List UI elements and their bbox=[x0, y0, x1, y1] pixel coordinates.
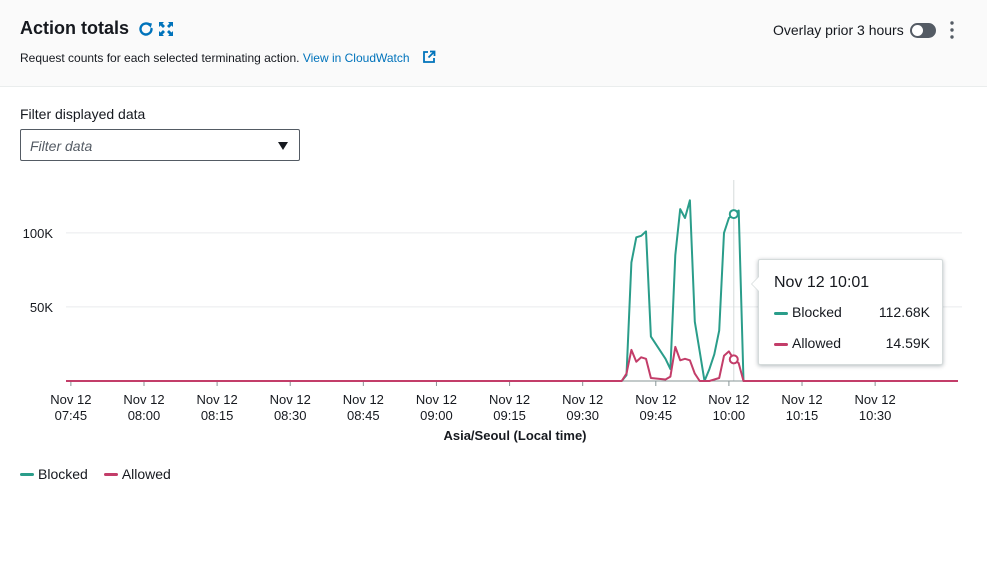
y-tick-layer: 50K 100K bbox=[23, 226, 54, 315]
view-in-cloudwatch-link[interactable]: View in CloudWatch bbox=[302, 51, 410, 65]
tooltip-value-allowed: 14.59K bbox=[885, 335, 930, 351]
x-tick-label-date: Nov 12 bbox=[489, 392, 530, 407]
y-tick-label: 100K bbox=[23, 226, 54, 241]
series-line-blocked bbox=[66, 199, 958, 382]
page-title: Action totals bbox=[20, 18, 130, 38]
x-tick-label-date: Nov 12 bbox=[50, 392, 91, 407]
refresh-icon[interactable] bbox=[137, 20, 155, 38]
tooltip-value-blocked: 112.68K bbox=[878, 304, 930, 320]
chart-legend: Blocked Allowed bbox=[20, 466, 187, 482]
x-tick-label-time: 08:15 bbox=[201, 408, 234, 423]
x-tick-label-time: 09:15 bbox=[493, 408, 526, 423]
series-layer bbox=[66, 199, 958, 382]
legend-swatch-allowed bbox=[103, 472, 118, 476]
x-tick-label-time: 09:30 bbox=[566, 408, 599, 423]
toggle-knob bbox=[912, 25, 923, 36]
x-tick-label-time: 09:45 bbox=[640, 408, 673, 423]
x-tick-label-date: Nov 12 bbox=[416, 392, 457, 407]
legend-label-allowed: Allowed bbox=[121, 466, 171, 482]
more-vertical-icon[interactable] bbox=[944, 20, 960, 40]
legend-item-blocked[interactable]: Blocked bbox=[20, 466, 88, 482]
series-line-allowed bbox=[66, 345, 958, 382]
x-tick-label-date: Nov 12 bbox=[708, 392, 749, 407]
highlight-point-blocked bbox=[728, 209, 739, 220]
overlay-toggle[interactable] bbox=[910, 23, 936, 38]
x-tick-label-date: Nov 12 bbox=[562, 392, 603, 407]
marker-layer bbox=[728, 209, 739, 365]
x-tick-label-time: 09:00 bbox=[420, 408, 453, 423]
x-tick-label-time: 07:45 bbox=[55, 408, 88, 423]
highlight-point-allowed bbox=[728, 354, 739, 365]
x-tick-label-time: 08:45 bbox=[347, 408, 380, 423]
x-tick-label-time: 10:15 bbox=[786, 408, 819, 423]
external-link-icon[interactable] bbox=[422, 50, 436, 64]
description-text: Request counts for each selected termina… bbox=[20, 51, 300, 65]
x-tick-label-date: Nov 12 bbox=[343, 392, 384, 407]
x-tick-label-date: Nov 12 bbox=[270, 392, 311, 407]
x-tick-label-date: Nov 12 bbox=[197, 392, 238, 407]
legend-swatch-blocked bbox=[20, 472, 34, 476]
chart-tooltip: Nov 12 10:01 Blocked 112.68K Allowed 14.… bbox=[751, 259, 943, 365]
caret-down-icon bbox=[278, 142, 288, 150]
overlay-toggle-label: Overlay prior 3 hours bbox=[773, 22, 904, 38]
filter-data-select[interactable]: Filter data bbox=[20, 129, 300, 161]
x-tick-label-date: Nov 12 bbox=[855, 392, 896, 407]
panel-description: Request counts for each selected termina… bbox=[20, 51, 410, 65]
x-tick-label-time: 08:00 bbox=[128, 408, 161, 423]
tooltip-title: Nov 12 10:01 bbox=[774, 274, 870, 291]
x-tick-label-date: Nov 12 bbox=[123, 392, 164, 407]
legend-item-allowed[interactable]: Allowed bbox=[103, 466, 171, 482]
legend-label-blocked: Blocked bbox=[38, 466, 88, 482]
expand-icon[interactable] bbox=[158, 21, 174, 37]
tooltip-row-blocked: Blocked 112.68K bbox=[774, 304, 930, 320]
x-axis-title: Asia/Seoul (Local time) bbox=[443, 428, 586, 443]
x-tick-label-time: 10:00 bbox=[713, 408, 746, 423]
tooltip-row-allowed: Allowed 14.59K bbox=[774, 335, 930, 351]
filter-label: Filter displayed data bbox=[20, 106, 146, 122]
filter-placeholder: Filter data bbox=[30, 138, 93, 154]
x-tick-label-time: 08:30 bbox=[274, 408, 307, 423]
panel-header: Action totals Request counts for each se… bbox=[0, 0, 987, 87]
x-tick-label-date: Nov 12 bbox=[635, 392, 676, 407]
tooltip-label-blocked: Blocked bbox=[792, 304, 842, 320]
x-tick-label-time: 10:30 bbox=[859, 408, 892, 423]
tooltip-swatch-blocked bbox=[774, 311, 788, 315]
tooltip-swatch-allowed bbox=[774, 342, 788, 346]
x-tick-label-date: Nov 12 bbox=[781, 392, 822, 407]
tooltip-label-allowed: Allowed bbox=[792, 335, 842, 351]
y-tick-label: 50K bbox=[30, 300, 53, 315]
